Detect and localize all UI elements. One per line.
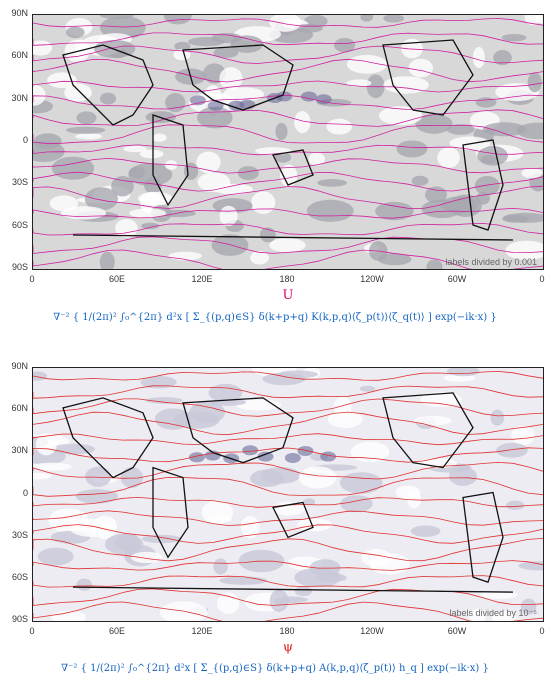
lat-tick-label: 0 [22,487,28,498]
lon-tick-label: 120W [360,626,384,636]
map-panel-psi: labels divided by 10⁻⁵ [32,367,544,622]
formula-psi: ∇⁻² { 1/(2π)² ∫₀^{2π} d²x [ Σ_{(p,q)∈S} … [61,663,489,674]
formula-u: ∇⁻² { 1/(2π)² ∫₀^{2π} d²x [ Σ_{(p,q)∈S} … [53,312,497,323]
lat-tick-label: 30N [11,445,28,456]
lat-tick-label: 60N [11,403,28,414]
lon-tick-label: 120W [360,274,384,284]
lat-tick-label: 30S [11,529,28,540]
lon-tick-label: 0 [29,626,35,636]
label-scale-note: labels divided by 10⁻⁵ [449,608,537,618]
lat-tick-label: 0 [22,135,28,145]
label-scale-note: labels divided by 0.001 [445,257,537,267]
lon-tick-label: 0 [539,274,545,284]
map-panel-u: labels divided by 0.001 [32,14,544,270]
lon-tick-label: 60E [108,626,125,636]
variable-label-psi: ψ [282,640,294,655]
lat-tick-label: 60N [11,50,28,61]
lat-tick-label: 90N [11,8,28,18]
lat-tick-label: 60S [11,571,28,582]
lon-tick-label: 0 [539,626,545,636]
lat-tick-label: 30N [11,92,28,103]
lat-tick-label: 30S [11,177,28,188]
lon-tick-label: 60W [447,274,467,284]
lon-tick-label: 0 [29,274,35,284]
lon-tick-label: 60E [108,274,125,284]
lat-tick-label: 60S [11,219,28,230]
lat-tick-label: 90S [11,614,28,624]
lon-tick-label: 180 [279,626,295,636]
lon-tick-label: 120E [191,626,213,636]
lat-tick-label: 90S [11,262,28,272]
lon-tick-label: 120E [191,274,213,284]
lon-tick-label: 60W [447,626,467,636]
lat-tick-label: 90N [11,361,28,371]
variable-label-u: U [282,288,294,303]
contour-map-psi [33,368,543,621]
contour-map-u [33,15,543,269]
lon-tick-label: 180 [279,274,295,284]
